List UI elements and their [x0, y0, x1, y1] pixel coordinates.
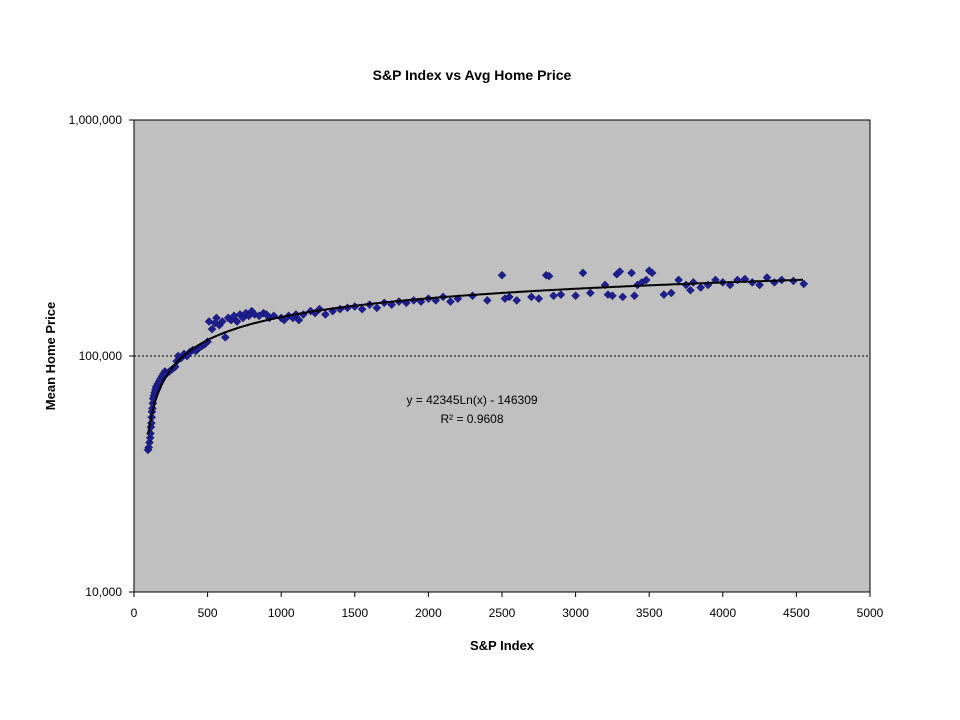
y-tick-label: 1,000,000 — [69, 113, 123, 127]
chart-title: S&P Index vs Avg Home Price — [373, 67, 572, 83]
trendline — [147, 278, 803, 435]
x-axis-label: S&P Index — [470, 638, 535, 653]
data-point — [357, 304, 367, 314]
data-point — [696, 283, 706, 292]
data-point — [512, 296, 522, 305]
data-point — [615, 267, 625, 276]
y-axis-ticks: 10,000 100,000 1,000,000 — [69, 113, 134, 599]
data-point — [212, 313, 221, 323]
data-point — [641, 275, 651, 285]
x-tick-label: 0 — [131, 606, 138, 620]
y-tick-label: 100,000 — [79, 349, 123, 363]
data-point — [585, 288, 595, 298]
data-point — [571, 291, 580, 301]
data-point — [534, 294, 544, 303]
x-tick-label: 2500 — [489, 606, 516, 620]
x-tick-label: 500 — [198, 606, 218, 620]
x-tick-label: 4500 — [783, 606, 810, 620]
data-point — [647, 268, 657, 278]
data-point — [321, 310, 330, 319]
x-tick-label: 1000 — [268, 606, 295, 620]
data-point — [544, 271, 554, 281]
x-axis-ticks: 0 500 1000 1500 2000 2500 3000 3500 4000 4500 5000 — [131, 592, 884, 620]
data-point — [505, 292, 514, 302]
trendline-r-squared: R² = 0.9608 — [440, 412, 503, 426]
x-tick-label: 2000 — [415, 606, 442, 620]
data-point — [482, 296, 492, 305]
data-point — [578, 268, 588, 278]
x-tick-label: 4000 — [709, 606, 736, 620]
data-point — [497, 270, 507, 280]
data-point — [372, 303, 382, 313]
x-tick-label: 5000 — [857, 606, 884, 620]
data-point — [220, 332, 230, 342]
data-point — [608, 291, 617, 301]
data-point — [204, 317, 214, 326]
data-point — [618, 292, 628, 302]
data-point — [446, 297, 455, 306]
data-points — [143, 266, 809, 455]
data-point — [527, 292, 536, 302]
data-point — [630, 291, 639, 301]
x-tick-label: 3000 — [562, 606, 589, 620]
y-axis-label: Mean Home Price — [43, 302, 58, 410]
data-point — [294, 315, 304, 325]
x-tick-label: 1500 — [341, 606, 368, 620]
data-point — [686, 285, 695, 295]
data-point — [659, 290, 669, 299]
data-point — [556, 290, 566, 299]
x-tick-label: 3500 — [636, 606, 663, 620]
data-point — [666, 288, 676, 298]
data-point — [217, 317, 227, 326]
data-point — [627, 268, 636, 278]
data-point — [799, 279, 809, 289]
data-point — [755, 280, 764, 290]
trendline-equation: y = 42345Ln(x) - 146309 — [406, 393, 537, 407]
data-point — [232, 317, 242, 326]
data-point — [207, 324, 217, 334]
y-tick-label: 10,000 — [85, 585, 122, 599]
data-point — [279, 315, 289, 325]
data-point — [250, 310, 260, 319]
data-point — [549, 291, 558, 301]
